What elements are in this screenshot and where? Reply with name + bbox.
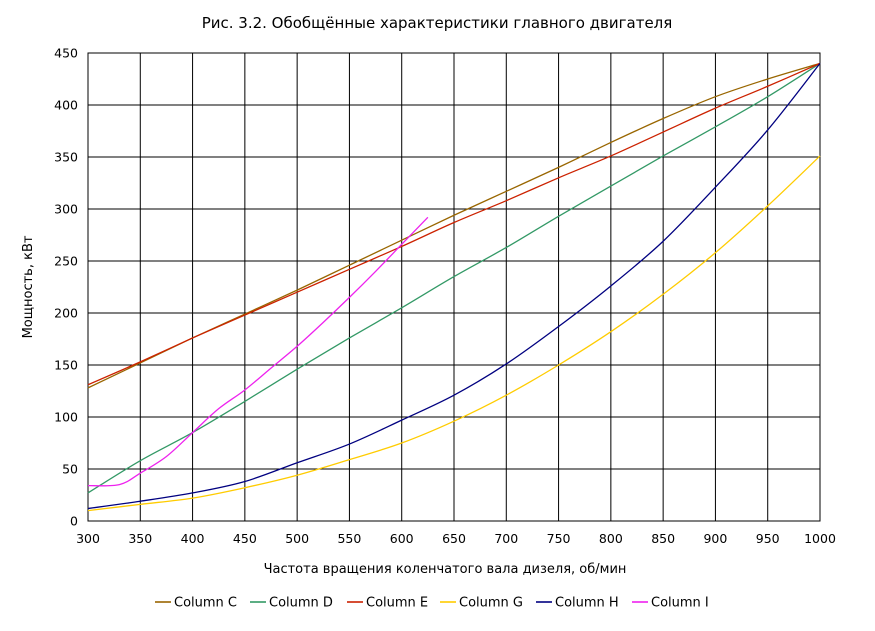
legend-label-column-d: Column D [269, 596, 333, 611]
x-tick-label: 850 [651, 531, 675, 546]
legend-label-column-g: Column G [459, 596, 523, 611]
series-line-column-e [87, 62, 821, 386]
y-axis-label: Мощность, кВт [21, 235, 36, 338]
y-tick-label: 150 [54, 358, 78, 373]
legend-label-column-i: Column I [651, 596, 709, 611]
x-tick-label: 350 [128, 531, 152, 546]
x-tick-label: 400 [181, 531, 205, 546]
x-tick-label: 500 [285, 531, 309, 546]
x-axis-ticks: 300 350 400 450 500 550 600 650 700 750 800 850 900 9… [76, 531, 836, 546]
series-line-column-d [87, 62, 821, 494]
y-tick-label: 350 [54, 150, 78, 165]
series-lines [87, 62, 821, 512]
y-tick-label: 300 [54, 202, 78, 217]
x-tick-label: 600 [390, 531, 414, 546]
legend-label-column-c: Column C [174, 596, 237, 611]
x-tick-label: 950 [756, 531, 780, 546]
y-tick-label: 400 [54, 98, 78, 113]
series-line-column-i [87, 216, 429, 487]
x-tick-label: 650 [442, 531, 466, 546]
legend-label-column-e: Column E [366, 596, 428, 611]
grid [87, 52, 821, 522]
y-axis-ticks: 0 50 100 150 200 250 300 350 400 450 [54, 46, 78, 529]
y-tick-label: 200 [54, 306, 78, 321]
y-tick-label: 100 [54, 410, 78, 425]
x-axis-label: Частота вращения коленчатого вала дизеля… [264, 562, 627, 577]
x-tick-label: 750 [547, 531, 571, 546]
x-tick-label: 700 [494, 531, 518, 546]
y-tick-label: 250 [54, 254, 78, 269]
x-tick-label: 800 [599, 531, 623, 546]
x-tick-label: 900 [703, 531, 727, 546]
y-tick-label: 450 [54, 46, 78, 61]
x-tick-label: 450 [233, 531, 257, 546]
y-tick-label: 50 [62, 462, 78, 477]
y-tick-label: 0 [70, 514, 78, 529]
x-tick-label: 550 [337, 531, 361, 546]
series-line-column-h [87, 62, 821, 510]
series-line-column-g [87, 155, 821, 512]
legend: Column C Column D Column E Column G Column H… [155, 596, 709, 611]
legend-label-column-h: Column H [555, 596, 619, 611]
x-tick-label: 1000 [804, 531, 836, 546]
chart-title: Рис. 3.2. Обобщённые характеристики глав… [202, 14, 673, 32]
x-tick-label: 300 [76, 531, 100, 546]
